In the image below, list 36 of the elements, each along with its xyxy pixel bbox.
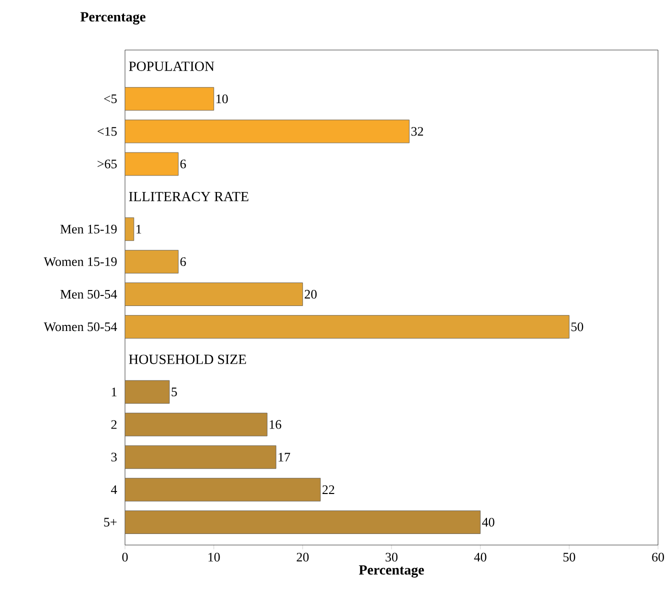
data-label: 40 [482, 518, 494, 527]
data-label: 20 [304, 290, 317, 299]
annotation: ILLITERACY RATE [129, 192, 248, 202]
annotation: POPULATION [128, 62, 214, 71]
data-label: 6 [180, 160, 186, 168]
x-tick-label: 0 [122, 552, 128, 562]
x-tick-label: 60 [652, 552, 664, 562]
data-label: 10 [216, 94, 228, 104]
data-label: 6 [180, 257, 186, 266]
y-tick-label: <5 [104, 94, 117, 104]
y-tick-label: 3 [111, 452, 117, 462]
x-tick-label: 40 [474, 552, 486, 562]
data-label: 50 [571, 322, 584, 332]
y-tick-label: 4 [111, 485, 118, 494]
y-tick-label: Men 15-19 [60, 224, 117, 234]
y-tick-label: Women 15-19 [44, 257, 117, 266]
data-label: 16 [270, 420, 282, 429]
y-tick-label: Women 50-54 [44, 322, 118, 332]
y-tick-label: >65 [98, 160, 117, 168]
data-label: 5 [172, 388, 177, 396]
y-axis-title: Percentage [80, 12, 146, 24]
data-label: 17 [278, 452, 290, 462]
y-tick-label: Men 50-54 [60, 290, 118, 299]
y-tick-label: <15 [98, 127, 117, 136]
y-tick-label: 2 [111, 420, 117, 429]
x-tick-label: 50 [563, 552, 576, 562]
y-tick-label: 5+ [104, 518, 117, 527]
x-tick-label: 10 [208, 552, 220, 562]
x-tick-label: 20 [296, 552, 309, 562]
x-axis-title: Percentage [358, 565, 424, 578]
x-tick-label: 30 [386, 552, 398, 562]
data-label: 22 [322, 485, 334, 494]
data-label: 32 [411, 127, 424, 136]
data-label: 1 [136, 224, 142, 234]
y-tick-label: 1 [112, 388, 116, 396]
annotation: HOUSEHOLD SIZE [128, 354, 246, 364]
